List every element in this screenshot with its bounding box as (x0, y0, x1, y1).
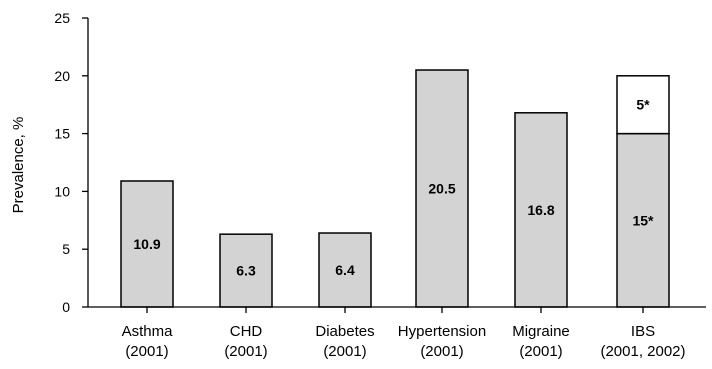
bar-asthma-segment-0 (120, 180, 174, 308)
bars-layer (120, 69, 670, 308)
x-tick-label: Hypertension (398, 323, 486, 340)
bar-value-label: 16.8 (527, 202, 554, 218)
y-tick-label: 25 (54, 10, 70, 26)
y-tick-label: 15 (54, 126, 70, 142)
labels-layer: 10.9 Asthma (2001) 6.3 CHD (2001) 6.4 Diabetes (… (54, 10, 685, 360)
bar-ibs-segment-0 (616, 132, 670, 308)
x-tick-label: Migraine (512, 323, 570, 340)
y-axis-title: Prevalence, % (10, 117, 27, 214)
bar-ibs-segment-1 (616, 75, 670, 135)
bar-value-label: 10.9 (133, 236, 160, 252)
x-tick-label: CHD (230, 323, 263, 340)
x-tick-sublabel: (2001) (224, 343, 267, 360)
x-tick-label: IBS (631, 323, 655, 340)
x-tick-label: Asthma (122, 323, 174, 340)
x-tick-label: Diabetes (315, 323, 374, 340)
y-tick-label: 5 (62, 241, 70, 257)
x-tick-sublabel: (2001) (420, 343, 463, 360)
bar-value-label: 5* (636, 97, 650, 113)
y-tick-label: 20 (54, 68, 70, 84)
bar-value-label: 6.4 (335, 262, 355, 278)
bar-chd-segment-0 (219, 233, 273, 308)
axes-layer (82, 17, 706, 313)
x-tick-sublabel: (2001) (323, 343, 366, 360)
bar-value-label: 20.5 (428, 181, 455, 197)
y-tick-label: 0 (62, 299, 70, 315)
bar-value-label: 6.3 (236, 263, 256, 279)
bar-value-label: 15* (632, 212, 654, 228)
x-tick-sublabel: (2001) (125, 343, 168, 360)
y-tick-label: 10 (54, 183, 70, 199)
bar-hypertension-segment-0 (415, 69, 469, 308)
x-tick-sublabel: (2001, 2002) (600, 343, 685, 360)
x-tick-sublabel: (2001) (519, 343, 562, 360)
